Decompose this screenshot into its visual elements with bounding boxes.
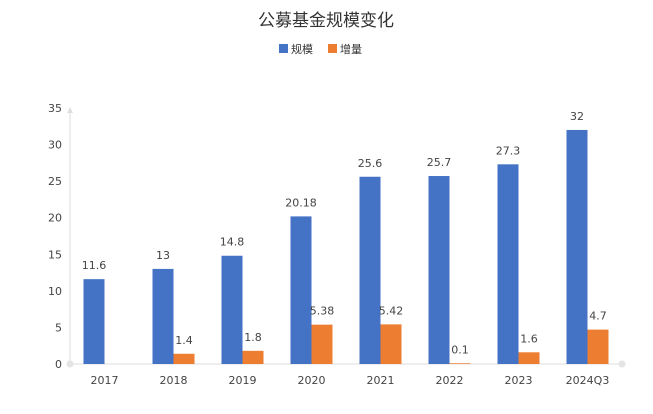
x-axis-end-dot: [618, 360, 626, 368]
data-label: 11.6: [82, 259, 107, 272]
legend-label-scale: 规模: [291, 42, 313, 56]
y-tick-label: 10: [48, 285, 62, 298]
data-label: 4.7: [589, 310, 607, 323]
y-tick-label: 15: [48, 248, 62, 261]
x-tick-label: 2019: [229, 374, 257, 387]
bar-increment: [518, 352, 540, 364]
legend: 规模 增量: [279, 42, 362, 56]
data-label: 32: [570, 110, 584, 123]
x-tick-label: 2017: [91, 374, 119, 387]
chart-title: 公募基金规模变化: [258, 11, 394, 31]
bar-scale: [152, 268, 174, 364]
data-label: 14.8: [220, 236, 245, 249]
bar-scale: [566, 129, 588, 364]
legend-swatch-scale: [279, 44, 288, 53]
y-tick-label: 30: [48, 139, 62, 152]
bar-scale: [359, 176, 381, 364]
bar-scale: [83, 279, 105, 364]
bar-increment: [380, 324, 402, 364]
x-axis-origin-dot: [66, 360, 74, 368]
x-tick-label: 2024Q3: [566, 374, 610, 387]
bar-scale: [221, 255, 243, 364]
bar-scale: [497, 164, 519, 364]
data-label: 1.8: [244, 331, 262, 344]
y-axis-arrow: [67, 107, 73, 113]
y-tick-label: 35: [48, 102, 62, 115]
y-tick-label: 5: [55, 321, 62, 334]
bar-scale: [428, 176, 450, 364]
bar-increment: [173, 353, 195, 364]
x-tick-label: 2020: [298, 374, 326, 387]
bar-increment: [449, 363, 471, 364]
bar-increment: [587, 329, 609, 364]
data-label: 0.1: [451, 343, 469, 356]
x-tick-label: 2022: [436, 374, 464, 387]
data-label: 5.38: [310, 305, 335, 318]
bar-increment: [311, 324, 333, 364]
data-label: 1.6: [520, 332, 538, 345]
bar-scale: [290, 216, 312, 364]
x-tick-label: 2021: [367, 374, 395, 387]
data-label: 25.7: [427, 156, 452, 169]
data-label: 13: [156, 249, 170, 262]
y-tick-label: 20: [48, 212, 62, 225]
x-tick-label: 2018: [160, 374, 188, 387]
legend-swatch-increment: [328, 44, 337, 53]
data-label: 5.42: [379, 304, 404, 317]
data-label: 25.6: [358, 157, 383, 170]
x-tick-label: 2023: [505, 374, 533, 387]
y-tick-label: 0: [55, 358, 62, 371]
data-label: 27.3: [496, 144, 521, 157]
legend-label-increment: 增量: [340, 42, 362, 56]
y-tick-label: 25: [48, 175, 62, 188]
data-label: 1.4: [175, 334, 193, 347]
bar-increment: [242, 350, 264, 364]
data-label: 20.18: [285, 196, 317, 209]
